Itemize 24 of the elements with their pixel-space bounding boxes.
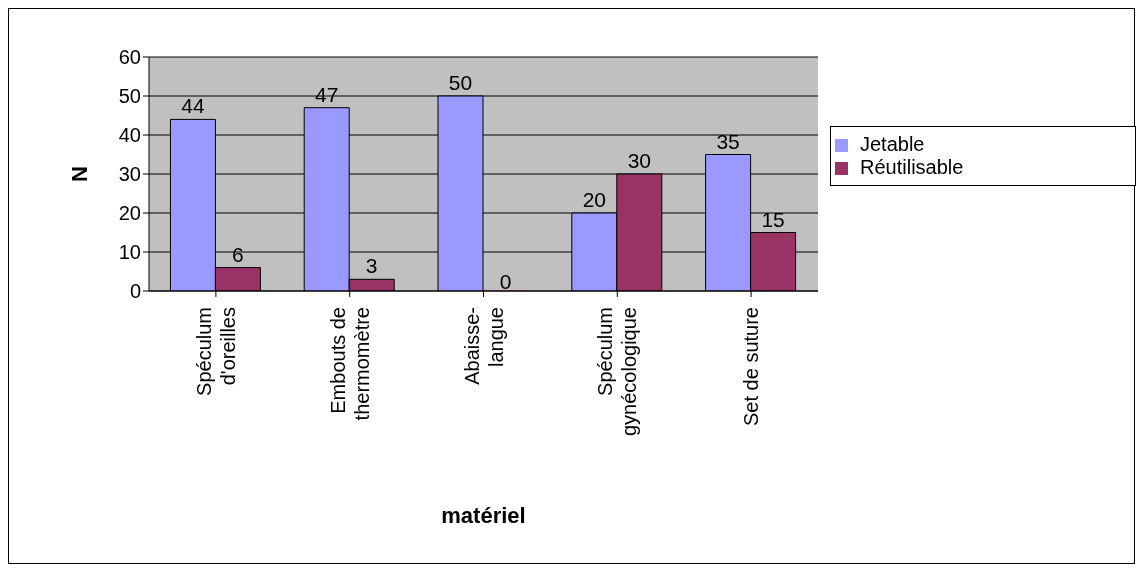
x-tick-label: Spéculum d'oreilles xyxy=(192,307,239,396)
data-label: 0 xyxy=(499,270,512,293)
data-label: 44 xyxy=(181,94,205,118)
x-axis-title: matériel xyxy=(441,503,526,528)
data-label: 20 xyxy=(582,188,606,211)
data-label: 35 xyxy=(716,129,740,153)
y-tick-label: 20 xyxy=(118,202,141,225)
data-label: 50 xyxy=(448,71,473,94)
y-tick-label: 50 xyxy=(118,85,141,108)
y-tick-label: 10 xyxy=(118,241,141,264)
y-tick-label: 40 xyxy=(118,124,141,147)
x-tick-label: Abaisse- langue xyxy=(460,307,507,385)
data-label: 15 xyxy=(761,207,785,231)
y-tick-label: 60 xyxy=(118,46,141,69)
data-label: 47 xyxy=(315,82,339,106)
legend-label: Réutilisable xyxy=(860,156,964,178)
y-tick-label: 0 xyxy=(129,280,141,303)
data-label: 6 xyxy=(232,242,244,266)
legend-label: Jetable xyxy=(860,133,925,155)
x-tick-label: Set de suture xyxy=(740,307,763,426)
data-label: 30 xyxy=(627,149,651,172)
y-axis-title: N xyxy=(66,166,92,182)
data-label: 3 xyxy=(365,254,378,278)
y-tick-label: 30 xyxy=(118,163,141,186)
